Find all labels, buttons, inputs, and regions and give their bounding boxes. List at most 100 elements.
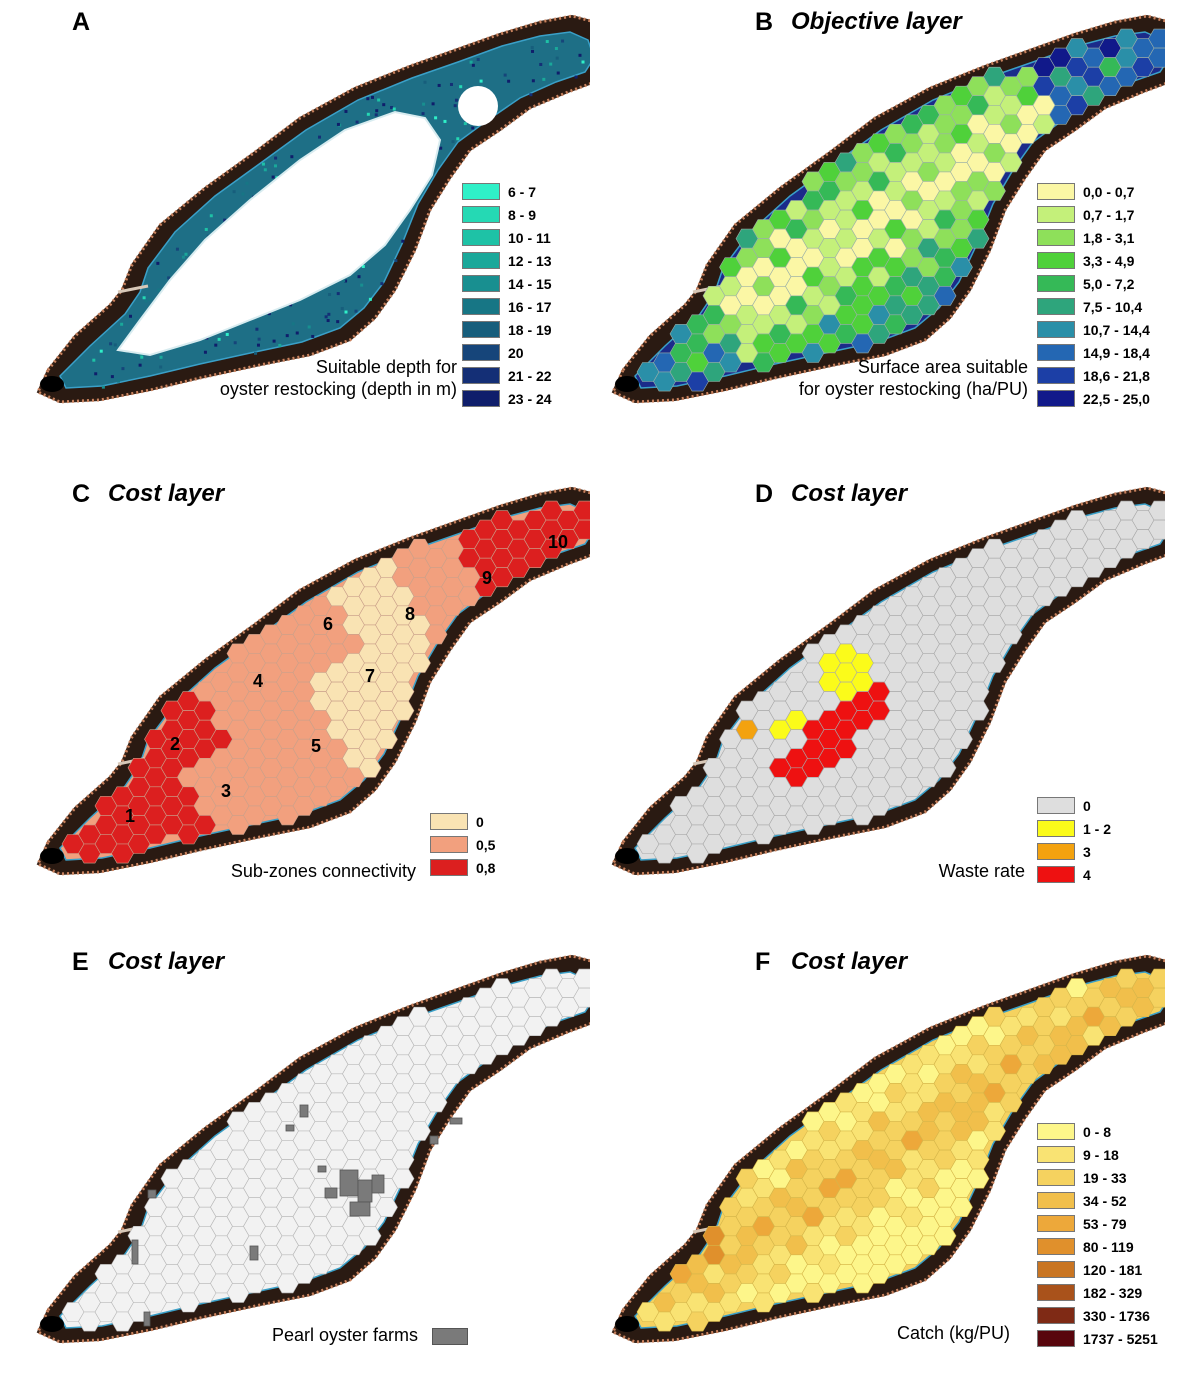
- depth-pixel: [431, 102, 435, 106]
- depth-pixel: [101, 385, 105, 389]
- legend-label: 3,3 - 4,9: [1083, 252, 1135, 269]
- planning-unit: [375, 1197, 398, 1218]
- legend-label: 1,8 - 3,1: [1083, 229, 1135, 246]
- legend-swatch: [1037, 1284, 1075, 1301]
- legend-swatch: [462, 344, 500, 361]
- planning-unit: [933, 757, 957, 778]
- caption-line: Suitable depth for: [315, 357, 457, 377]
- panel-b: B Objective layer 0,0 - 0,7 0,7 - 1,7 1,8 …: [575, 0, 1165, 440]
- depth-pixel: [581, 60, 585, 64]
- legend-swatch: [1037, 367, 1075, 384]
- pearl-farm: [131, 1239, 139, 1265]
- depth-pixel: [272, 339, 276, 343]
- legend-label: 120 - 181: [1083, 1261, 1143, 1278]
- depth-pixel: [392, 107, 396, 111]
- legend-item: 16 - 17: [462, 295, 552, 318]
- panel-title: Objective layer: [791, 8, 962, 35]
- planning-unit: [573, 519, 590, 540]
- depth-pixel: [290, 155, 294, 159]
- depth-pixel: [342, 279, 346, 283]
- depth-pixel: [561, 39, 565, 43]
- planning-unit: [358, 1225, 382, 1246]
- legend-swatch: [462, 275, 500, 292]
- planning-unit: [424, 1092, 448, 1113]
- legend-swatch: [462, 229, 500, 246]
- legend-label: 1737 - 5251: [1083, 1330, 1158, 1347]
- legend-item: 0,0 - 0,7: [1037, 180, 1150, 203]
- legend-swatch: [1037, 321, 1075, 338]
- planning-unit: [983, 1121, 1006, 1141]
- zone-label: 7: [365, 666, 375, 686]
- planning-unit: [1148, 28, 1165, 49]
- depth-pixel: [336, 122, 340, 126]
- depth-pixel: [354, 309, 358, 313]
- legend-label: 14 - 15: [508, 275, 552, 292]
- legend-item: 12 - 13: [462, 249, 552, 272]
- depth-pixel: [148, 297, 152, 301]
- legend-swatch: [1037, 1238, 1075, 1255]
- depth-pixel: [142, 296, 146, 300]
- legend-item: 1737 - 5251: [1037, 1327, 1158, 1350]
- legend-item: 3: [1037, 840, 1111, 863]
- depth-pixel: [340, 306, 344, 310]
- zone-label: 10: [548, 532, 568, 552]
- islet: [615, 376, 639, 392]
- legend-label: 23 - 24: [508, 390, 552, 407]
- legend-swatch: [462, 367, 500, 384]
- depth-pixel: [232, 190, 236, 194]
- suitable-area: [116, 110, 442, 357]
- depth-pixel: [529, 93, 533, 97]
- depth-pixel: [167, 276, 171, 280]
- depth-pixel: [507, 79, 511, 83]
- planning-unit: [1148, 519, 1165, 540]
- depth-pixel: [390, 105, 394, 109]
- planning-unit: [424, 624, 448, 645]
- planning-unit: [999, 152, 1023, 173]
- zone-label: 9: [482, 568, 492, 588]
- depth-pixel: [138, 363, 142, 367]
- legend-swatch: [1037, 275, 1075, 292]
- lagoon-map-d: [611, 486, 1165, 876]
- caption-line: oyster restocking (depth in m): [219, 379, 457, 399]
- depth-pixel: [479, 79, 483, 83]
- legend-swatch: [1037, 1192, 1075, 1209]
- legend-label: 53 - 79: [1083, 1215, 1127, 1232]
- depth-pixel: [344, 279, 348, 283]
- depth-pixel: [366, 112, 370, 116]
- depth-pixel: [574, 75, 578, 79]
- panel-letter: A: [72, 8, 91, 36]
- legend-item: 22,5 - 25,0: [1037, 387, 1150, 410]
- pearl-farm: [249, 1245, 259, 1261]
- legend-item: 0: [1037, 794, 1111, 817]
- depth-pixel: [361, 264, 365, 268]
- depth-pixel: [295, 331, 299, 335]
- islet: [40, 376, 64, 392]
- planning-unit: [573, 968, 590, 989]
- planning-unit: [1148, 968, 1165, 989]
- depth-pixel: [459, 85, 463, 89]
- depth-pixel: [556, 71, 560, 75]
- depth-pixel: [453, 104, 457, 108]
- planning-unit: [391, 700, 415, 721]
- legend-label: 0 - 8: [1083, 1123, 1112, 1140]
- map-caption: Pearl oyster farms: [272, 1324, 468, 1346]
- legend-label: 0: [1083, 797, 1091, 814]
- legend-item: 7,5 - 10,4: [1037, 295, 1150, 318]
- depth-pixel: [307, 325, 311, 329]
- pearl-farm: [147, 1189, 157, 1199]
- reef-edge: [611, 14, 1165, 404]
- map-caption: Waste rate: [939, 860, 1025, 882]
- depth-pixel: [140, 355, 144, 359]
- legend-item: 10 - 11: [462, 226, 552, 249]
- legend-item: 80 - 119: [1037, 1235, 1158, 1258]
- depth-pixel: [217, 337, 221, 341]
- legend-item: 9 - 18: [1037, 1143, 1158, 1166]
- panel-e: E Cost layer Pearl oyster farms: [0, 940, 590, 1380]
- depth-pixel: [382, 103, 386, 107]
- planning-unit: [983, 181, 1006, 201]
- legend-label: 18 - 19: [508, 321, 552, 338]
- legend-item: 1,8 - 3,1: [1037, 226, 1150, 249]
- legend-swatch: [1037, 183, 1075, 200]
- planning-unit: [1148, 47, 1165, 68]
- legend-label: 7,5 - 10,4: [1083, 298, 1143, 315]
